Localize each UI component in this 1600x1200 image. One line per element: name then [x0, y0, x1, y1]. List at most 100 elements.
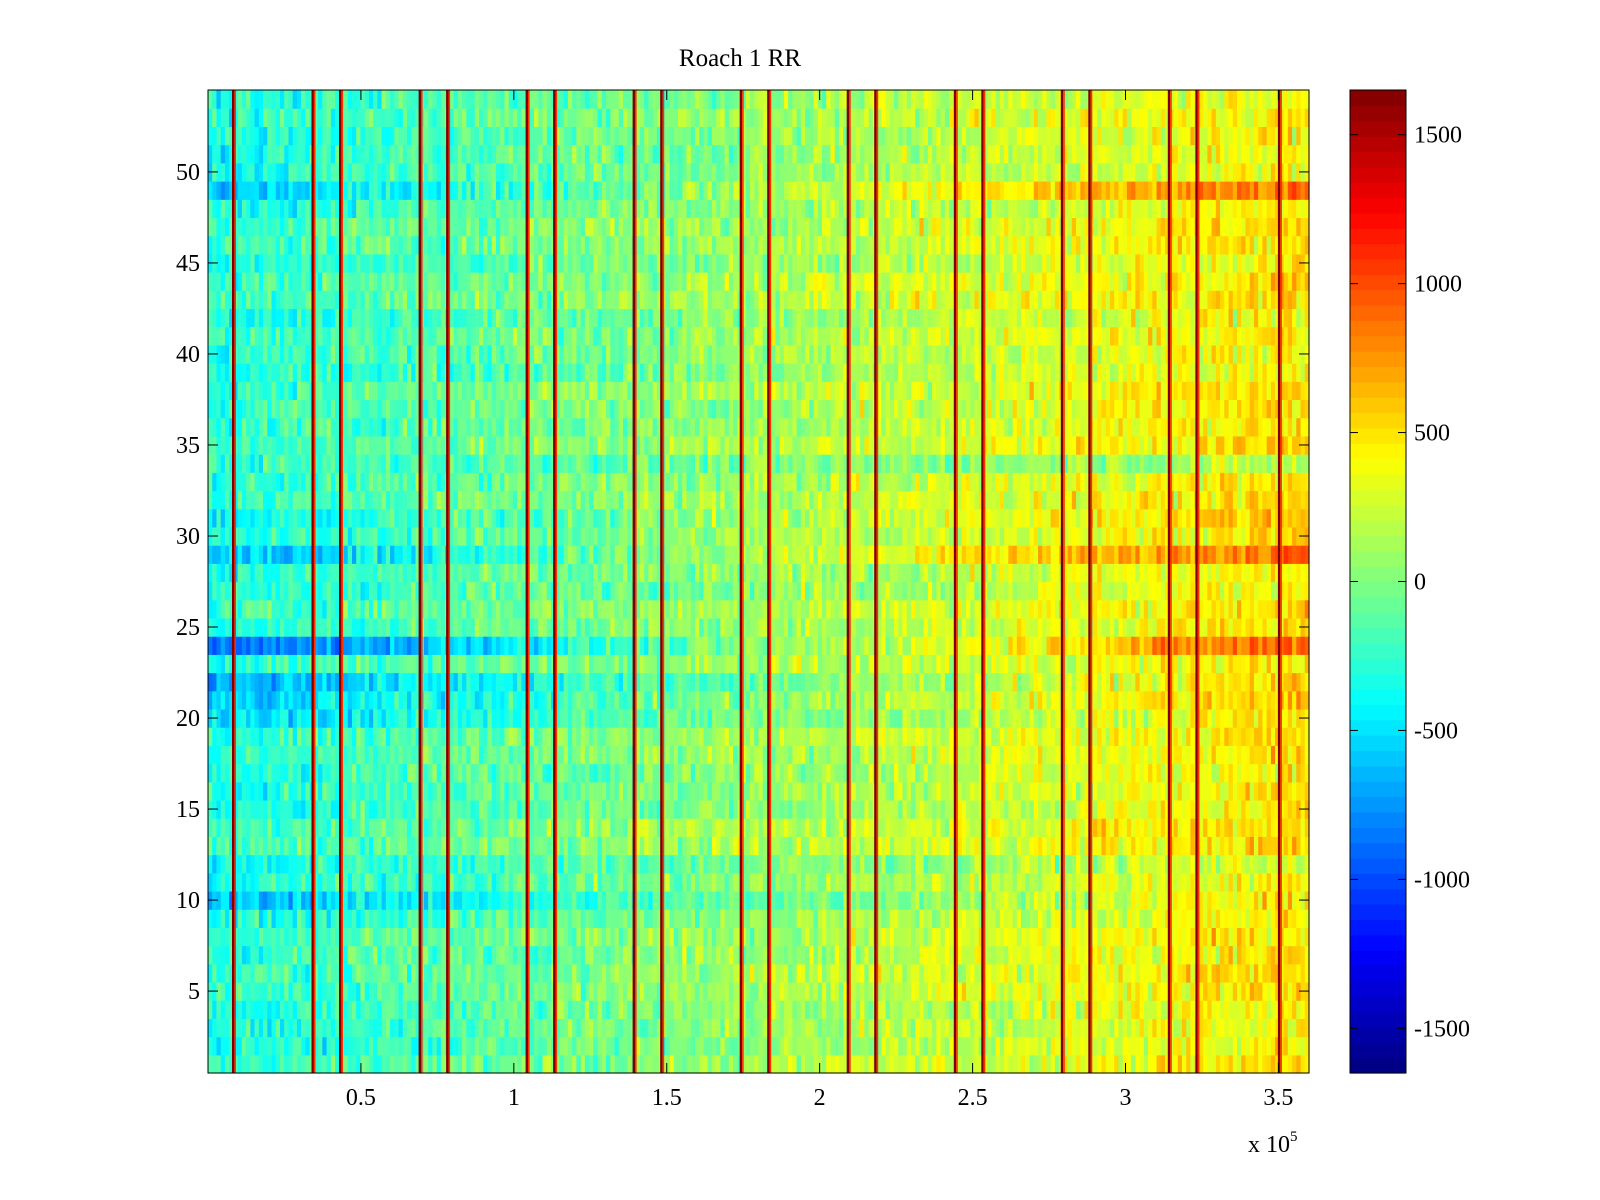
heatmap-cell — [428, 945, 434, 965]
heatmap-cell — [517, 727, 522, 746]
heatmap-cell — [1211, 1018, 1217, 1038]
heatmap-cell — [1262, 745, 1268, 765]
heatmap-cell — [254, 909, 260, 928]
heatmap-cell — [644, 1000, 649, 1019]
heatmap-cell — [1067, 1000, 1073, 1019]
heatmap-cell — [517, 854, 522, 874]
heatmap-cell — [813, 872, 819, 892]
heatmap-cell — [580, 927, 586, 947]
heatmap-cell — [567, 799, 573, 819]
heatmap-cell — [800, 763, 806, 783]
heatmap-cell — [390, 1018, 395, 1038]
heatmap-cell — [330, 963, 336, 983]
heatmap-cell — [279, 909, 285, 928]
heatmap-cell — [394, 890, 400, 910]
heatmap-cell — [508, 799, 514, 819]
heatmap-cell — [855, 781, 861, 801]
heatmap-cell — [1228, 927, 1234, 947]
heatmap-cell — [944, 854, 950, 874]
heatmap-cell — [1033, 745, 1039, 765]
heatmap-cell — [910, 981, 916, 1001]
heatmap-cell — [292, 927, 298, 947]
heatmap-cell — [1080, 909, 1086, 928]
heatmap-cell — [889, 963, 895, 983]
heatmap-cell — [534, 872, 539, 892]
heatmap-cell — [1148, 745, 1153, 765]
heatmap-cell — [1033, 945, 1039, 965]
heatmap-cell — [500, 1018, 506, 1038]
heatmap-cell — [504, 836, 510, 856]
heatmap-cell — [1262, 781, 1268, 801]
heatmap-cell — [1275, 854, 1280, 874]
heatmap-cell — [1122, 818, 1128, 837]
heatmap-cell — [428, 781, 434, 801]
heatmap-cell — [356, 890, 362, 910]
heatmap-cell — [1283, 981, 1289, 1001]
heatmap-cell — [263, 799, 268, 819]
heatmap-cell — [932, 945, 937, 965]
heatmap-cell — [1190, 963, 1196, 983]
heatmap-cell — [542, 963, 548, 983]
heatmap-cell — [699, 854, 705, 874]
heatmap-cell — [978, 872, 984, 892]
heatmap-cell — [669, 854, 675, 874]
heatmap-cell — [1245, 745, 1251, 765]
heatmap-cell — [1287, 981, 1293, 1001]
heatmap-cell — [898, 927, 904, 947]
heatmap-cell — [754, 836, 760, 856]
heatmap-cell — [1025, 1018, 1031, 1038]
heatmap-cell — [267, 745, 273, 765]
heatmap-cell — [999, 818, 1005, 837]
heatmap-cell — [360, 1000, 366, 1019]
heatmap-cell — [521, 963, 527, 983]
heatmap-cell — [275, 1054, 281, 1074]
heatmap-cell — [1139, 763, 1145, 783]
heatmap-cell — [1245, 799, 1251, 819]
heatmap-cell — [1258, 963, 1264, 983]
heatmap-cell — [686, 1054, 692, 1074]
heatmap-cell — [622, 1018, 628, 1038]
heatmap-cell — [1008, 945, 1014, 965]
heatmap-cell — [991, 945, 997, 965]
heatmap-cell — [1177, 981, 1183, 1001]
heatmap-cell — [690, 818, 696, 837]
heatmap-cell — [1173, 981, 1179, 1001]
heatmap-cell — [1139, 745, 1145, 765]
heatmap-cell — [1067, 1018, 1073, 1038]
heatmap-cell — [241, 799, 247, 819]
heatmap-cell — [377, 890, 383, 910]
heatmap-cell — [559, 854, 565, 874]
heatmap-cell — [652, 1000, 658, 1019]
heatmap-cell — [462, 836, 467, 856]
heatmap-cell — [267, 708, 273, 728]
heatmap-cell — [728, 854, 734, 874]
heatmap-cell — [915, 872, 921, 892]
heatmap-cell — [1097, 945, 1103, 965]
heatmap-cell — [576, 727, 582, 746]
heatmap-cell — [368, 818, 374, 837]
heatmap-cell — [436, 981, 442, 1001]
heatmap-cell — [267, 818, 273, 837]
heatmap-cell — [868, 963, 874, 983]
heatmap-cell — [546, 963, 552, 983]
heatmap-cell — [301, 763, 306, 783]
heatmap-cell — [745, 763, 751, 783]
heatmap-cell — [288, 745, 294, 765]
heatmap-cell — [796, 1054, 802, 1074]
heatmap-cell — [923, 781, 929, 801]
heatmap-cell — [462, 1000, 467, 1019]
heatmap-cell — [741, 1000, 747, 1019]
heatmap-cell — [258, 1036, 264, 1056]
heatmap-cell — [949, 909, 954, 928]
heatmap-cell — [504, 890, 510, 910]
heatmap-cell — [1296, 1054, 1302, 1074]
heatmap-cell — [440, 927, 446, 947]
heatmap-cell — [601, 945, 607, 965]
heatmap-cell — [758, 945, 764, 965]
heatmap-cell — [356, 909, 362, 928]
heatmap-cell — [1029, 781, 1035, 801]
heatmap-cell — [415, 872, 421, 892]
heatmap-cell — [229, 909, 234, 928]
heatmap-cell — [635, 727, 641, 746]
heatmap-cell — [699, 927, 705, 947]
